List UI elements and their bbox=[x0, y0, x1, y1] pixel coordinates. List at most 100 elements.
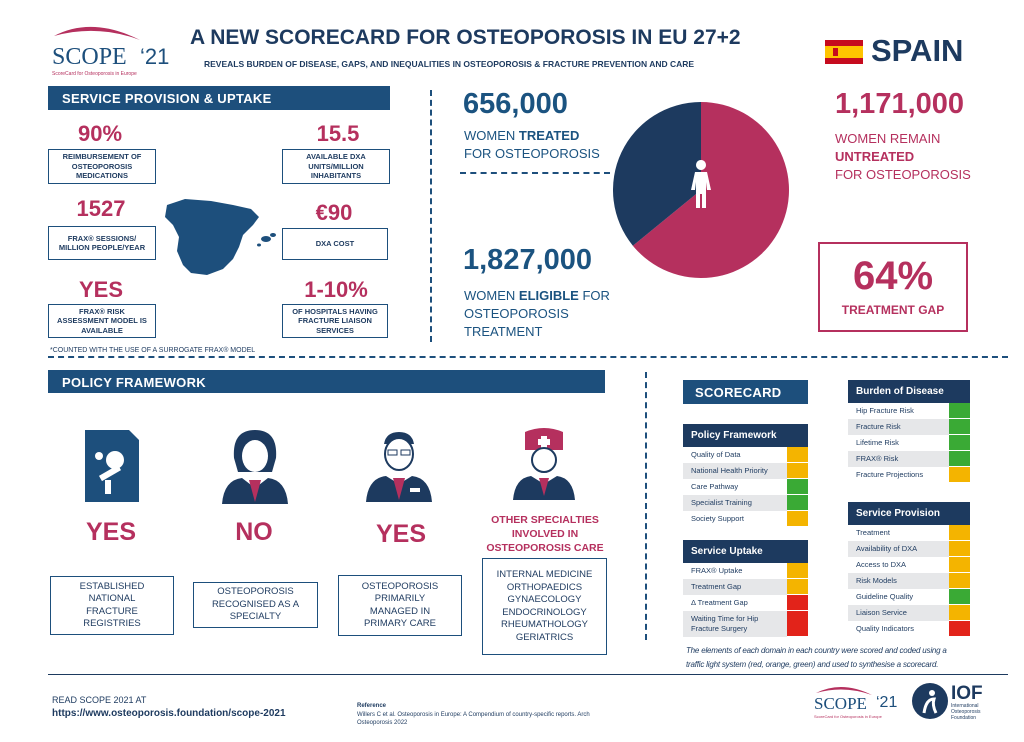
divider bbox=[430, 90, 432, 342]
traffic-light bbox=[787, 595, 808, 611]
scorecard-row: Access to DXA bbox=[848, 557, 970, 573]
answer: NO bbox=[235, 518, 273, 546]
policy-label: OSTEOPOROSIS PRIMARILY MANAGED IN PRIMAR… bbox=[338, 575, 462, 636]
text: WOMEN bbox=[464, 288, 516, 303]
flag bbox=[825, 40, 863, 64]
text-bold: UNTREATED bbox=[835, 149, 915, 164]
domain-title: Service Provision bbox=[848, 502, 970, 525]
scorecard-row: Fracture Projections bbox=[848, 467, 970, 483]
section-bar: SERVICE PROVISION & UPTAKE bbox=[48, 86, 390, 110]
row-label: Fracture Projections bbox=[856, 470, 924, 479]
scorecard-row: Care Pathway bbox=[683, 479, 808, 495]
untreated-text: WOMEN REMAIN UNTREATED FOR OSTEOPOROSIS bbox=[835, 130, 985, 184]
row-label: Guideline Quality bbox=[856, 592, 914, 601]
logo-swoosh bbox=[54, 26, 140, 40]
row-label: Specialist Training bbox=[683, 495, 787, 511]
reference-title: Reference bbox=[357, 703, 387, 709]
specialty: RHEUMATHOLOGY bbox=[501, 619, 588, 630]
pie-slice bbox=[613, 102, 701, 246]
text-bold: TREATED bbox=[518, 128, 580, 143]
stat-label: AVAILABLE DXA UNITS/MILLION INHABITANTS bbox=[282, 149, 390, 184]
woman-icon bbox=[691, 160, 711, 208]
country: SPAIN bbox=[871, 33, 964, 68]
specialties-list: INTERNAL MEDICINE ORTHOPAEDICS GYNAECOLOGY… bbox=[482, 558, 607, 655]
treated-number: 656,000 bbox=[463, 88, 568, 120]
scorecard-row: Quality Indicators bbox=[848, 621, 970, 637]
spain-map bbox=[165, 199, 276, 275]
logo-year: ‘21 bbox=[876, 694, 898, 711]
text: WOMEN REMAIN bbox=[835, 131, 941, 146]
logo-text: SCOPE bbox=[814, 694, 867, 713]
stat-value: €90 bbox=[315, 200, 353, 225]
stat-value: 90% bbox=[77, 121, 123, 146]
stat-value: 1-10% bbox=[304, 277, 368, 302]
row-label: National Health Priority bbox=[683, 463, 787, 479]
row-label: FRAX® Uptake bbox=[691, 566, 743, 575]
domain: Service Uptake FRAX® Uptake Treatment Gap Δ… bbox=[683, 540, 808, 637]
policy-label: OSTEOPOROSIS RECOGNISED AS A SPECIALTY bbox=[193, 582, 318, 628]
row-label: Treatment Gap bbox=[683, 579, 787, 595]
gap-value: 64% bbox=[852, 254, 934, 298]
specialties-title: OTHER SPECIALTIES INVOLVED IN OSTEOPOROS… bbox=[486, 514, 604, 554]
domain-title: Policy Framework bbox=[683, 424, 808, 447]
traffic-light bbox=[949, 451, 970, 467]
iof-emblem bbox=[912, 683, 948, 719]
scorecard-row: Δ Treatment Gap bbox=[683, 595, 808, 611]
scorecard-row: Lifetime Risk bbox=[848, 435, 970, 451]
traffic-light bbox=[949, 573, 970, 589]
traffic-light bbox=[787, 495, 808, 511]
traffic-light bbox=[949, 621, 970, 637]
traffic-light bbox=[949, 557, 970, 573]
iof-name: International Osteoporosis Foundation bbox=[951, 703, 981, 721]
scorecard-row: Risk Models bbox=[848, 573, 970, 589]
traffic-light bbox=[949, 541, 970, 557]
specialty: INTERNAL MEDICINE bbox=[496, 569, 593, 580]
row-label: Δ Treatment Gap bbox=[691, 598, 748, 607]
read-text: READ SCOPE 2021 AT bbox=[52, 695, 147, 705]
divider bbox=[645, 372, 647, 640]
stat-value: 15.5 bbox=[316, 121, 360, 146]
traffic-light bbox=[787, 579, 808, 595]
row-label: Risk Models bbox=[848, 573, 949, 589]
text: FOR OSTEOPOROSIS TREATMENT bbox=[464, 288, 610, 339]
divider bbox=[460, 172, 610, 174]
caption: The elements of each domain in each coun… bbox=[686, 646, 947, 669]
pie-chart bbox=[613, 102, 789, 278]
scorecard-row: Specialist Training bbox=[683, 495, 808, 511]
traffic-light bbox=[787, 511, 808, 527]
subtitle: REVEALS BURDEN OF DISEASE, GAPS, AND INE… bbox=[204, 59, 695, 69]
iof-text: IOF bbox=[951, 683, 983, 704]
url[interactable]: https://www.osteoporosis.foundation/scop… bbox=[52, 708, 286, 719]
stat-value: YES bbox=[78, 277, 124, 302]
row-label: Fracture Risk bbox=[848, 419, 949, 435]
specialty: ENDOCRINOLOGY bbox=[502, 606, 587, 618]
traffic-light bbox=[787, 563, 808, 579]
traffic-light bbox=[949, 589, 970, 605]
reference: Willers C et al. Osteoporosis in Europe:… bbox=[357, 712, 590, 726]
row-label: Waiting Time for Hip Fracture Surgery bbox=[683, 611, 787, 637]
eligible-number: 1,827,000 bbox=[463, 244, 593, 276]
traffic-light bbox=[787, 447, 808, 463]
eligible-text: WOMEN ELIGIBLE FOR OSTEOPOROSIS TREATMEN… bbox=[464, 287, 624, 341]
logo-swoosh bbox=[816, 686, 872, 695]
scorecard-row: Fracture Risk bbox=[848, 419, 970, 435]
title: A NEW SCORECARD FOR OSTEOPOROSIS IN EU 2… bbox=[190, 26, 741, 49]
scorecard-row: Availability of DXA bbox=[848, 541, 970, 557]
text-bold: ELIGIBLE bbox=[518, 288, 579, 303]
stat-label: OF HOSPITALS HAVING FRACTURE LIAISON SER… bbox=[282, 304, 388, 338]
traffic-light bbox=[949, 467, 970, 483]
footnote: *COUNTED WITH THE USE OF A SURROGATE FRA… bbox=[50, 347, 256, 354]
row-label: Availability of DXA bbox=[848, 541, 949, 557]
scorecard-row: Society Support bbox=[683, 511, 808, 527]
scorecard-row: Hip Fracture Risk bbox=[848, 403, 970, 419]
logo: SCOPE ‘21 ScoreCard for Osteoporosis in … bbox=[52, 22, 182, 82]
specialty: GYNAECOLOGY bbox=[507, 594, 582, 605]
specialty: ORTHOPAEDICS bbox=[506, 581, 583, 593]
icon-gp bbox=[366, 432, 432, 502]
logo-tagline: ScoreCard for Osteoporosis in Europe bbox=[814, 714, 882, 719]
stat-value: 1527 bbox=[76, 196, 126, 221]
scorecard-title: SCORECARD bbox=[683, 380, 808, 404]
logo-tagline: ScoreCard for Osteoporosis in Europe bbox=[52, 71, 137, 77]
traffic-light bbox=[949, 435, 970, 451]
